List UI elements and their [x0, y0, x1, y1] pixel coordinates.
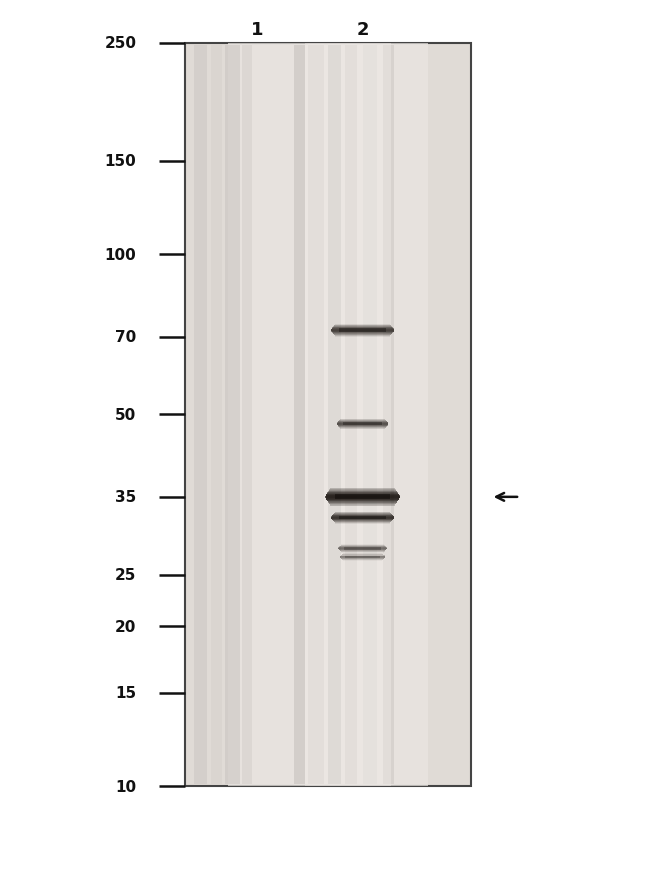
Bar [329, 491, 396, 492]
Text: 20: 20 [115, 619, 136, 634]
Text: 70: 70 [115, 330, 136, 345]
Bar [326, 494, 399, 495]
Bar [328, 46, 341, 784]
Bar [306, 43, 391, 786]
Bar [326, 498, 400, 500]
Bar [339, 329, 386, 333]
Text: 35: 35 [115, 490, 136, 505]
Bar [339, 516, 386, 520]
Text: 1: 1 [250, 22, 263, 39]
Bar [326, 496, 400, 497]
Bar [329, 502, 396, 503]
Bar [228, 43, 428, 786]
Bar [326, 498, 400, 499]
Bar [326, 496, 400, 498]
Bar [383, 46, 394, 784]
Bar [327, 500, 398, 501]
Text: 100: 100 [105, 248, 136, 262]
Bar [329, 490, 396, 492]
Bar [226, 46, 240, 784]
Text: 50: 50 [115, 408, 136, 422]
Text: 2: 2 [356, 22, 369, 39]
Bar [326, 499, 399, 500]
Bar [328, 492, 397, 493]
Bar [326, 494, 398, 495]
Bar [329, 503, 396, 504]
Bar [363, 46, 377, 784]
Bar [326, 495, 400, 496]
Bar [344, 547, 381, 550]
Bar [328, 501, 397, 502]
Bar [345, 556, 380, 558]
Bar [194, 46, 207, 784]
Bar [294, 46, 306, 784]
Bar [330, 489, 395, 490]
Text: 10: 10 [116, 779, 136, 794]
Bar [330, 488, 395, 489]
Bar [326, 497, 400, 498]
Text: 250: 250 [105, 36, 136, 51]
Text: 15: 15 [116, 686, 136, 700]
Bar [328, 501, 397, 503]
Bar [330, 505, 395, 506]
Bar [308, 46, 324, 784]
Bar [326, 500, 398, 501]
Bar [343, 423, 382, 426]
Bar [345, 46, 357, 784]
Bar [327, 493, 398, 494]
Bar [242, 46, 252, 784]
Text: 25: 25 [115, 567, 136, 582]
Bar [211, 46, 222, 784]
Text: 150: 150 [105, 154, 136, 169]
Bar [330, 506, 395, 507]
Bar [335, 494, 391, 500]
Bar [185, 43, 471, 786]
Bar [330, 490, 396, 491]
Bar [330, 488, 395, 490]
Bar [330, 504, 396, 505]
Bar [328, 492, 397, 494]
Bar [330, 504, 395, 506]
